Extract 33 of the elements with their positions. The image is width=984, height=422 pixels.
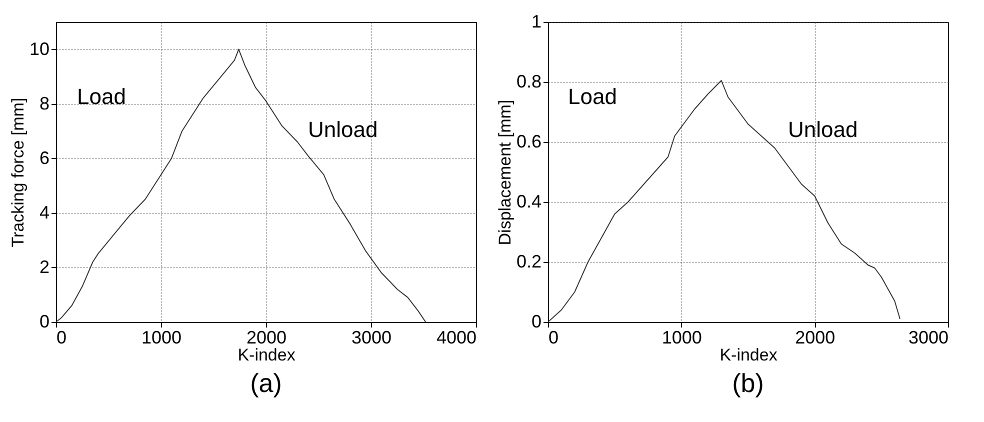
y-tick-label: 0.6: [516, 132, 542, 152]
x-tick-label: 1000: [662, 328, 702, 348]
annotation: Unload: [308, 117, 378, 142]
y-tick-label: 6: [39, 148, 50, 168]
x-tick-label: 0: [548, 328, 559, 348]
y-tick-label: 4: [39, 202, 50, 222]
y-tick-label: 0: [39, 312, 50, 332]
text: (a): [250, 368, 282, 398]
x-tick-label: 0: [56, 328, 67, 348]
y-tick-label: 1: [531, 12, 542, 32]
x-tick-label: 4000: [436, 328, 476, 348]
y-tick-label: 2: [39, 256, 50, 277]
x-tick-label: 2000: [246, 328, 287, 348]
y-axis-title: Tracking force [mm]: [8, 98, 28, 248]
x-axis-title: K-index: [720, 346, 778, 364]
text: (b): [732, 368, 764, 398]
y-tick-label: 10: [29, 38, 50, 59]
x-tick-label: 1000: [141, 328, 182, 348]
y-axis-title: Displacement [mm]: [495, 100, 514, 246]
line-series: [56, 48, 426, 322]
x-tick-label: 3000: [351, 328, 392, 348]
line-series: [548, 80, 900, 322]
y-tick-label: 0.8: [516, 72, 542, 92]
y-tick-label: 0.4: [516, 192, 542, 212]
y-tick-label: 8: [39, 93, 50, 114]
x-axis-title: K-index: [238, 346, 296, 364]
x-tick-label: 2000: [795, 328, 836, 348]
y-tick-label: 0: [531, 312, 542, 332]
annotation: Load: [568, 84, 617, 109]
x-tick-label: 3000: [908, 328, 948, 348]
annotation: Load: [77, 84, 126, 109]
y-tick-label: 0.2: [516, 252, 542, 272]
annotation: Unload: [788, 117, 858, 142]
